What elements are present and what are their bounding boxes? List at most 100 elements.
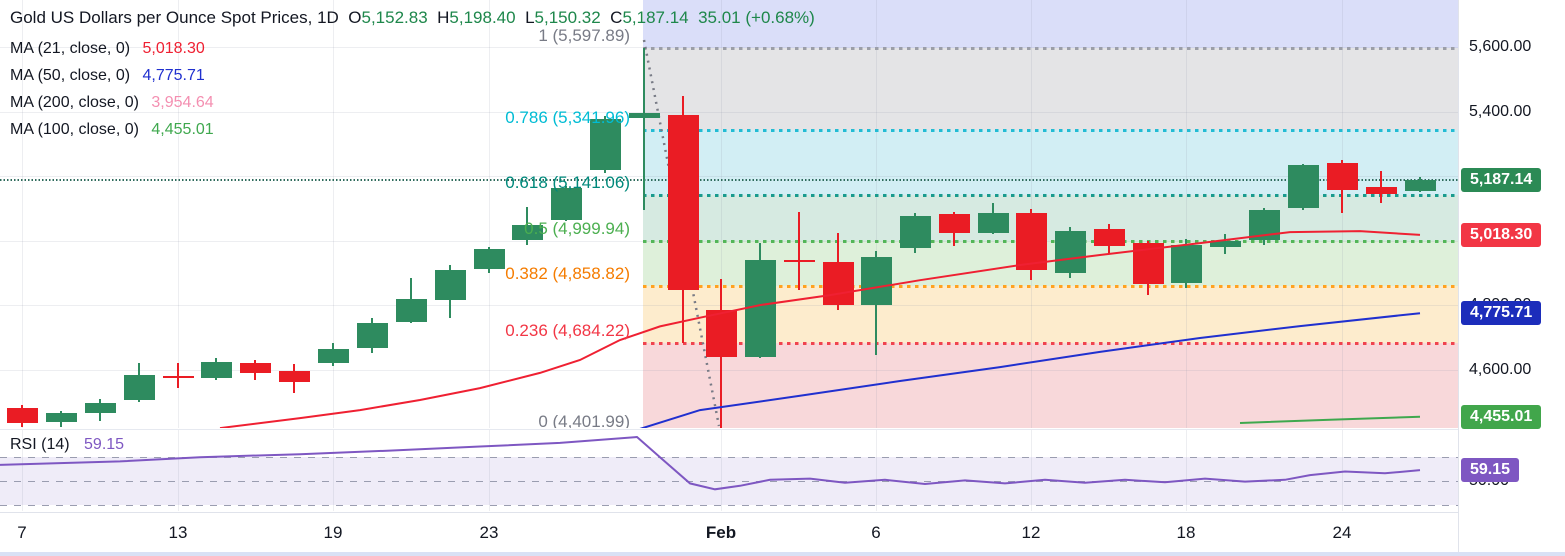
candle-body: [356, 322, 388, 349]
candle-down[interactable]: [1365, 170, 1397, 203]
ma-21-legend[interactable]: MA (21, close, 0) 5,018.30: [10, 40, 205, 58]
vertical-gridline: [876, 0, 877, 428]
candle-body: [395, 298, 427, 322]
time-axis-label: Feb: [705, 523, 737, 542]
close-price-line: [0, 179, 1458, 182]
candle-down[interactable]: [705, 278, 737, 428]
candle-up[interactable]: [317, 343, 349, 366]
candle-down[interactable]: [667, 96, 699, 343]
candle-up[interactable]: [511, 206, 543, 245]
candle-down[interactable]: [1326, 160, 1358, 213]
candle-body: [783, 260, 815, 263]
time-axis-label: 13: [168, 523, 188, 542]
chart-legend: Gold US Dollars per Ounce Spot Prices, 1…: [10, 8, 815, 28]
ma-100-legend[interactable]: MA (100, close, 0) 4,455.01: [10, 121, 214, 139]
candle-down[interactable]: [1015, 209, 1047, 280]
candle-up[interactable]: [45, 411, 77, 427]
fib-retracement-zone: [643, 0, 1458, 48]
fib-retracement-zone: [643, 195, 1458, 241]
price-axis-badge: 4,455.01: [1461, 404, 1542, 429]
candle-down[interactable]: [822, 233, 854, 310]
candle-up[interactable]: [473, 247, 505, 274]
ohlc-open-label: O: [348, 8, 362, 27]
vertical-gridline: [333, 430, 334, 511]
candle-body: [589, 119, 621, 171]
fib-retracement-zone: [643, 130, 1458, 196]
vertical-gridline: [1186, 430, 1187, 511]
candle-up[interactable]: [395, 277, 427, 324]
vertical-gridline: [22, 0, 23, 428]
candle-up[interactable]: [200, 358, 232, 380]
candle-up[interactable]: [977, 202, 1009, 234]
horizontal-gridline: [0, 370, 1458, 371]
candle-body: [84, 402, 116, 414]
candle-up[interactable]: [123, 362, 155, 402]
candle-up[interactable]: [1209, 234, 1241, 255]
vertical-gridline: [489, 0, 490, 428]
vertical-gridline: [333, 0, 334, 428]
candle-up[interactable]: [899, 213, 931, 253]
price-axis-label: 4,600.00: [1469, 361, 1532, 378]
fib-level-line: [643, 46, 1458, 50]
ma-50-label: MA (50, close, 0): [10, 67, 131, 84]
ma-100-line[interactable]: [1239, 415, 1421, 424]
time-axis-label: 7: [17, 523, 27, 542]
candle-down[interactable]: [1093, 224, 1125, 254]
candle-body: [705, 309, 737, 357]
ma-50-line[interactable]: [632, 312, 1421, 428]
rsi-pane[interactable]: RSI (14) 59.15: [0, 430, 1458, 511]
rsi-level-line: [0, 457, 1458, 459]
candle-up[interactable]: [1404, 176, 1436, 193]
pane-divider[interactable]: [0, 429, 1458, 430]
time-axis-label: 18: [1176, 523, 1196, 542]
rsi-line[interactable]: [0, 435, 1421, 491]
candle-up[interactable]: [84, 399, 116, 421]
candle-down[interactable]: [239, 360, 271, 380]
candle-up[interactable]: [628, 47, 660, 211]
candle-down[interactable]: [278, 364, 310, 393]
vertical-gridline: [721, 0, 722, 428]
candle-body: [6, 408, 38, 423]
price-axis[interactable]: 5,600.005,400.004,800.004,600.0050.005,1…: [1458, 0, 1565, 556]
time-axis[interactable]: 7 13 19 23 Feb 6 12 18 24: [0, 512, 1458, 552]
candle-up[interactable]: [550, 185, 582, 222]
candle-up[interactable]: [1287, 163, 1319, 211]
candle-body: [434, 269, 466, 300]
ma-50-legend[interactable]: MA (50, close, 0) 4,775.71: [10, 67, 205, 85]
candle-down[interactable]: [162, 363, 194, 389]
price-axis-badge: 4,775.71: [1461, 301, 1542, 326]
fib-level-line: [643, 129, 1458, 133]
fib-retracement-zone: [643, 286, 1458, 343]
price-axis-badge: 59.15: [1461, 458, 1520, 483]
candle-wick: [1380, 170, 1382, 203]
price-axis-badge: 5,187.14: [1461, 168, 1542, 193]
time-axis-label: 12: [1021, 523, 1041, 542]
time-axis-label: 24: [1332, 523, 1352, 542]
candle-down[interactable]: [938, 212, 970, 246]
candle-up[interactable]: [1054, 226, 1086, 279]
moving-average-layer: [219, 230, 1421, 428]
candle-body: [1209, 240, 1241, 248]
ohlc-close-label: C: [610, 8, 623, 27]
candle-down[interactable]: [783, 211, 815, 290]
fib-level-line: [643, 285, 1458, 289]
ohlc-high-label: H: [437, 8, 450, 27]
candle-up[interactable]: [1170, 238, 1202, 289]
candle-up[interactable]: [860, 250, 892, 356]
ohlc-open-value: 5,152.83: [361, 8, 428, 27]
candle-up[interactable]: [434, 265, 466, 318]
ma-21-line[interactable]: [219, 230, 1421, 428]
candle-up[interactable]: [589, 116, 621, 173]
ma-200-legend[interactable]: MA (200, close, 0) 3,954.64: [10, 94, 214, 112]
ohlc-low-label: L: [525, 8, 535, 27]
candle-down[interactable]: [6, 404, 38, 427]
candle-body: [1326, 163, 1358, 191]
time-axis-label: 23: [479, 523, 499, 542]
symbol-title[interactable]: Gold US Dollars per Ounce Spot Prices, 1…: [10, 8, 339, 27]
candle-up[interactable]: [356, 317, 388, 353]
main-price-pane[interactable]: 1 (5,597.89) 0.786 (5,341.96) 0.618 (5,141…: [0, 0, 1458, 428]
candle-body: [162, 375, 194, 378]
fib-level-label: 1 (5,597.89): [538, 25, 630, 45]
ohlc-close-value: 5,187.14: [622, 8, 689, 27]
fib-level-line: [643, 239, 1458, 243]
